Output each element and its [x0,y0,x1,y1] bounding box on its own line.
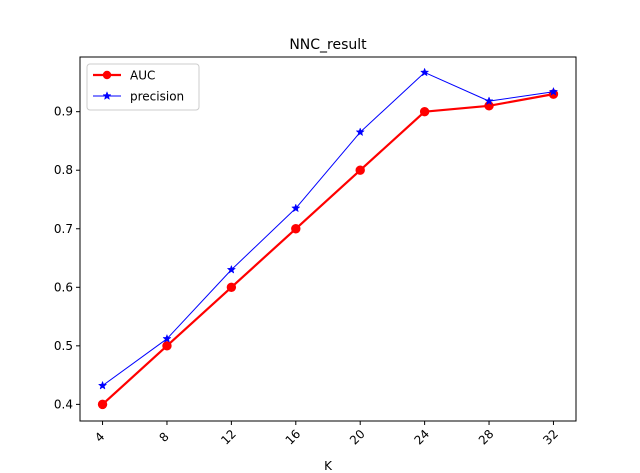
data-point-AUC [291,224,301,234]
y-tick-label: 0.7 [54,222,73,236]
data-point-AUC [419,106,430,117]
data-point-AUC [97,399,108,410]
x-tick-label: 12 [218,427,239,448]
y-tick-label: 0.9 [54,105,73,119]
legend-label: precision [130,90,184,104]
data-point-precision [548,86,559,96]
data-point-precision [162,333,172,343]
series-line-precision [102,71,554,387]
x-tick-label: 4 [92,430,107,445]
x-tick-label: 24 [411,427,432,448]
data-point-precision [355,127,365,137]
x-axis-label: K [324,459,333,473]
y-tick-label: 0.5 [54,339,73,353]
data-point-AUC [355,165,365,175]
data-point-precision [484,96,494,106]
y-tick-label: 0.6 [54,280,73,294]
chart-title: NNC_result [289,37,367,53]
x-tick-label: 20 [347,427,368,448]
y-tick-label: 0.8 [54,163,73,177]
data-point-precision [419,67,430,77]
x-tick-label: 8 [156,430,171,445]
plot-frame [79,56,577,422]
plot-area [80,57,576,421]
data-point-precision [226,264,237,274]
data-point-AUC [226,282,237,292]
y-tick-label: 0.4 [54,397,73,411]
data-point-AUC [162,341,172,351]
legend-marker-AUC [102,70,112,80]
legend-marker-precision [102,91,112,100]
legend: AUC precision [86,63,200,111]
x-tick-label: 32 [540,427,561,448]
x-tick-label: 28 [476,427,497,448]
x-tick-label: 16 [283,427,304,448]
y-axis: 0.4 0.5 0.6 0.7 0.8 0.9 [54,105,80,411]
series-line-AUC [101,93,554,406]
series-layer [97,67,559,410]
legend-label: AUC [130,69,155,83]
data-point-precision [97,380,108,390]
data-point-precision [291,203,301,213]
x-axis: 4 8 12 16 20 24 28 32 [92,421,561,448]
